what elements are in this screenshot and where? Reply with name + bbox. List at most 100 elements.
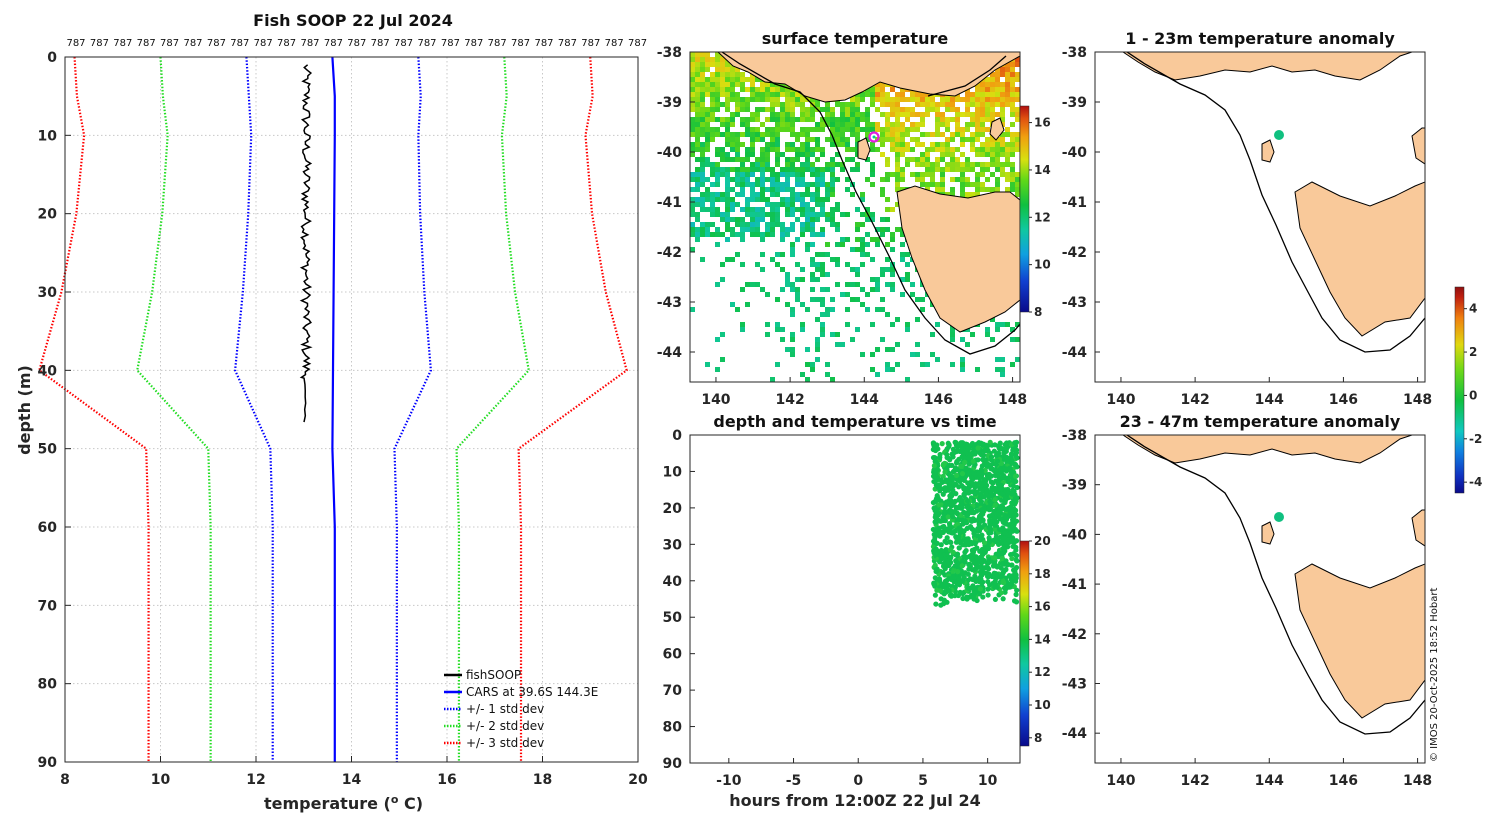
depth-time-point [966, 461, 972, 467]
sst-pixel [945, 142, 950, 147]
sst-pixel [935, 322, 940, 327]
sst-pixel [770, 217, 775, 222]
depth-time-point [950, 573, 956, 579]
sst-pixel [1000, 162, 1005, 167]
sst-pixel [775, 362, 780, 367]
sst-pixel [700, 142, 705, 147]
depth-time-point [961, 455, 967, 461]
sst-pixel [975, 97, 980, 102]
sst-pixel [725, 207, 730, 212]
sst-cb-tick-label: 16 [1034, 116, 1051, 130]
sst-pixel [695, 177, 700, 182]
sst-pixel [995, 187, 1000, 192]
depth-time-point [985, 461, 991, 467]
sst-pixel [905, 132, 910, 137]
sst-pixel [915, 92, 920, 97]
sst-pixel [850, 167, 855, 172]
sst-pixel [980, 117, 985, 122]
sst-pixel [1015, 62, 1020, 67]
anomaly2-ytick-label: -40 [1062, 527, 1088, 543]
sst-pixel [745, 182, 750, 187]
sst-pixel [855, 272, 860, 277]
sst-pixel [785, 302, 790, 307]
sst-pixel [765, 177, 770, 182]
sst-pixel [865, 137, 870, 142]
sst-pixel [810, 272, 815, 277]
depth-time-point [998, 445, 1004, 452]
sst-pixel [865, 157, 870, 162]
sst-pixel [805, 247, 810, 252]
sst-pixel [785, 87, 790, 92]
profile-fishsoop-line [299, 64, 313, 423]
sst-pixel [1015, 177, 1020, 182]
sst-pixel [775, 187, 780, 192]
depth-time-point [967, 576, 973, 582]
sst-pixel [745, 117, 750, 122]
sst-pixel [720, 77, 725, 82]
depth-time-point [958, 463, 964, 469]
sst-pixel [695, 122, 700, 127]
sst-pixel [870, 92, 875, 97]
sst-pixel [905, 112, 910, 117]
sst-pixel [725, 177, 730, 182]
depth-time-point [1002, 535, 1008, 541]
anomaly1-flinders-island [1411, 127, 1425, 165]
sst-pixel [750, 82, 755, 87]
sst-pixel [860, 112, 865, 117]
sst-pixel [815, 267, 820, 272]
depth-time-point [999, 490, 1005, 497]
sst-pixel [980, 187, 985, 192]
sst-pixel [800, 177, 805, 182]
sst-pixel [920, 122, 925, 127]
depth-time-point [969, 509, 975, 516]
sst-pixel [895, 157, 900, 162]
sst-pixel [955, 167, 960, 172]
sst-pixel [1000, 107, 1005, 112]
depth-time-point [976, 470, 982, 476]
sst-pixel [1015, 192, 1020, 197]
sst-pixel [1000, 132, 1005, 137]
depth-time-point [930, 455, 937, 461]
sst-pixel [825, 252, 830, 257]
depth-time-point [932, 575, 938, 581]
sst-pixel [940, 177, 945, 182]
sst-pixel [880, 217, 885, 222]
depth-time-point [944, 454, 950, 461]
sst-pixel [695, 227, 700, 232]
sst-pixel [885, 347, 890, 352]
sst-pixel [780, 167, 785, 172]
sst-pixel [690, 232, 695, 237]
sst-pixel [710, 207, 715, 212]
profile-top-label: 787 [207, 38, 226, 49]
sst-pixel [1005, 177, 1010, 182]
sst-pixel [890, 247, 895, 252]
sst-pixel [770, 107, 775, 112]
sst-pixel [710, 192, 715, 197]
profile-ytick-label: 20 [38, 207, 58, 223]
sst-pixel [855, 167, 860, 172]
sst-pixel [945, 127, 950, 132]
depth-time-point [969, 475, 975, 481]
sst-pixel [1010, 172, 1015, 177]
sst-pixel [770, 167, 775, 172]
profile-top-label: 787 [511, 38, 530, 49]
sst-pixel [830, 297, 835, 302]
sst-pixel [880, 82, 885, 87]
sst-pixel [1005, 162, 1010, 167]
sst-pixel [890, 272, 895, 277]
sst-pixel [880, 97, 885, 102]
sst-pixel [880, 142, 885, 147]
sst-pixel [720, 122, 725, 127]
sst-pixel [800, 197, 805, 202]
sst-pixel [990, 107, 995, 112]
depth-time-ytick-label: 50 [663, 610, 683, 626]
sst-pixel [695, 202, 700, 207]
depth-time-point [958, 505, 964, 511]
sst-pixel [960, 187, 965, 192]
profile-top-label: 787 [628, 38, 647, 49]
sst-pixel [905, 142, 910, 147]
sst-pixel [975, 92, 980, 97]
sst-pixel [745, 282, 750, 287]
sst-pixel [715, 107, 720, 112]
depth-time-point [987, 518, 993, 524]
